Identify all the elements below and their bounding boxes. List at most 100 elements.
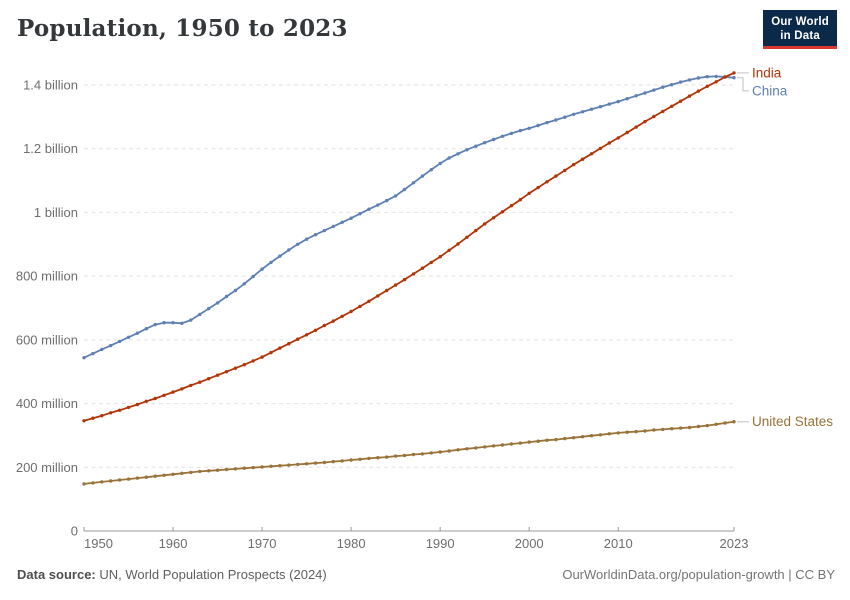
series-point-china <box>331 224 335 229</box>
series-point-united-states <box>135 476 140 480</box>
series-point-india <box>171 390 175 394</box>
series-point-india <box>527 191 531 195</box>
series-point-united-states <box>215 468 220 472</box>
series-point-india <box>144 399 148 403</box>
x-tick-label: 1950 <box>84 536 113 551</box>
series-point-china <box>135 331 140 335</box>
x-tick-label: 1980 <box>337 536 366 551</box>
series-point-china <box>296 242 300 246</box>
series-point-china <box>491 137 496 142</box>
series-point-china <box>269 260 273 265</box>
series-point-united-states <box>367 456 371 461</box>
series-point-india <box>705 84 709 88</box>
series-point-united-states <box>171 472 175 476</box>
series-point-india <box>269 350 273 355</box>
line-chart: 0 200 million 400 million 600 million 800 mi… <box>16 65 833 551</box>
series-point-united-states <box>322 460 327 465</box>
series-point-india <box>215 373 220 377</box>
series-point-china <box>207 306 211 311</box>
series-point-india <box>607 141 611 145</box>
series-point-india <box>474 228 478 233</box>
series-point-united-states <box>144 475 148 479</box>
series-point-china <box>322 228 327 233</box>
series-point-india <box>91 416 95 420</box>
series-point-united-states <box>545 438 549 442</box>
series-point-india <box>483 222 487 226</box>
series-point-united-states <box>643 429 647 433</box>
series-point-india <box>625 130 629 135</box>
series-point-china <box>572 112 576 116</box>
series-point-india <box>109 411 113 415</box>
series-label-china[interactable]: China <box>752 83 788 98</box>
series-point-china <box>643 91 647 95</box>
series-point-china <box>198 312 202 317</box>
series-point-india <box>260 355 264 359</box>
series-point-china <box>518 128 522 133</box>
series-point-india <box>447 248 451 252</box>
series-point-india <box>198 380 202 384</box>
series-point-india <box>687 94 692 98</box>
x-tick-label: 1970 <box>248 536 277 551</box>
x-tick-label: 2000 <box>515 536 544 551</box>
series-point-india <box>393 283 398 287</box>
series-point-china <box>358 212 362 216</box>
series-point-united-states <box>580 435 585 439</box>
series-point-united-states <box>393 454 398 458</box>
series-point-china <box>500 134 505 138</box>
series-point-united-states <box>438 450 442 454</box>
series-point-india <box>643 119 647 124</box>
leader-line-china <box>737 77 749 92</box>
series-point-india <box>411 272 416 276</box>
series-point-india <box>287 342 291 346</box>
series-point-united-states <box>162 473 166 477</box>
series-point-united-states <box>625 430 629 434</box>
x-tick-label: 2023 <box>720 536 749 551</box>
series-point-india <box>536 185 540 190</box>
credit-link[interactable]: OurWorldinData.org/population-growth | C… <box>562 567 835 582</box>
series-point-india <box>465 235 469 239</box>
series-point-china <box>100 347 104 352</box>
y-tick-label: 1 billion <box>34 205 78 220</box>
series-point-united-states <box>269 464 273 468</box>
series-point-united-states <box>634 429 638 434</box>
series-point-china <box>420 174 425 178</box>
series-point-china <box>171 321 175 325</box>
series-point-china <box>465 148 469 152</box>
series-point-united-states <box>296 462 300 467</box>
series-point-india <box>385 288 389 293</box>
series-point-china <box>696 76 701 80</box>
series-point-china <box>287 248 291 252</box>
series-point-china <box>153 322 157 327</box>
series-point-united-states <box>153 474 157 478</box>
series-point-china <box>260 267 264 271</box>
series-point-india <box>233 366 238 370</box>
series-point-united-states <box>563 436 567 441</box>
series-point-china <box>180 321 184 325</box>
series-point-china <box>456 152 460 156</box>
series-label-india[interactable]: India <box>752 65 782 80</box>
series-point-china <box>652 88 656 92</box>
series-point-india <box>500 210 505 214</box>
series-point-china <box>509 131 514 136</box>
series-point-united-states <box>678 426 683 430</box>
series-point-united-states <box>402 453 407 458</box>
series-point-united-states <box>714 422 718 426</box>
series-point-india <box>162 393 166 397</box>
series-point-india <box>598 146 603 151</box>
series-point-india <box>189 383 193 388</box>
series-point-united-states <box>349 458 353 462</box>
series-point-india <box>82 419 86 423</box>
series-point-india <box>313 328 318 332</box>
series-point-china <box>233 288 238 293</box>
series-point-china <box>126 335 131 339</box>
series-point-united-states <box>607 432 611 436</box>
y-tick-label: 0 <box>71 524 78 539</box>
series-point-china <box>189 318 193 322</box>
owid-logo-line2: in Data <box>780 30 820 42</box>
series-label-united-states[interactable]: United States <box>752 414 833 429</box>
series-point-united-states <box>589 434 594 438</box>
series-point-india <box>180 387 184 391</box>
owid-logo[interactable]: Our World in Data <box>763 10 837 49</box>
series-point-india <box>652 114 656 119</box>
